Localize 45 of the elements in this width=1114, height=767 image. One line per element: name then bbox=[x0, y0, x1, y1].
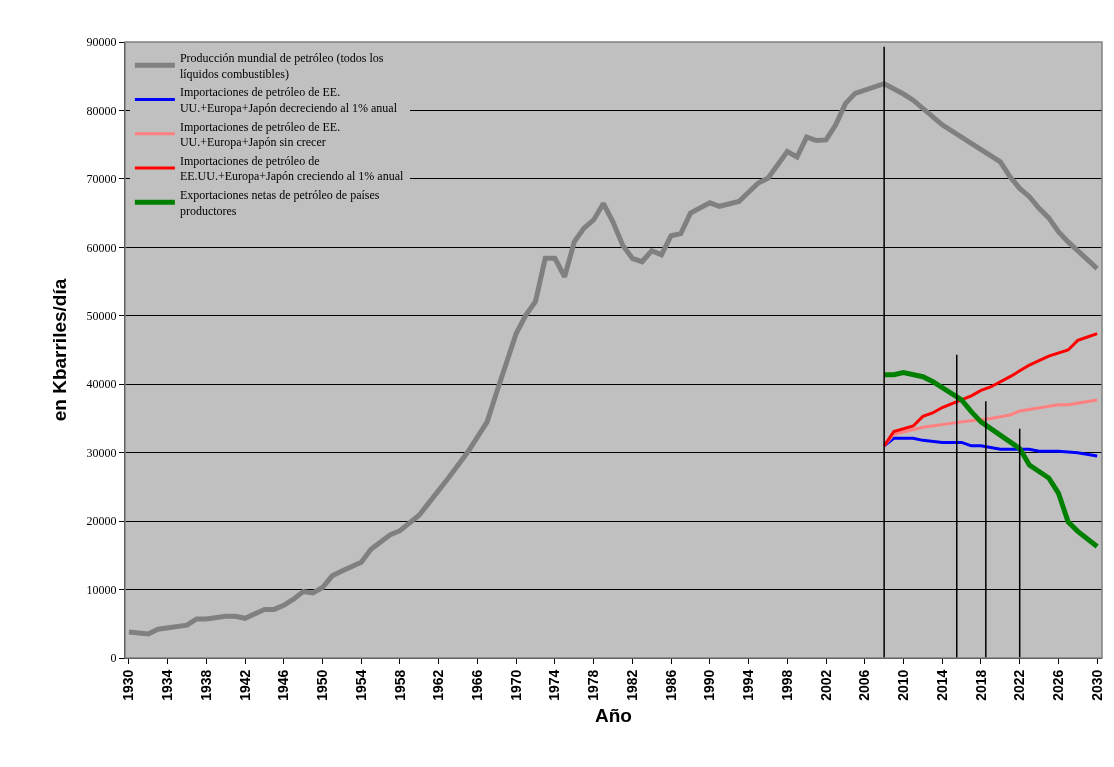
x-tick-label: 1970 bbox=[507, 669, 524, 701]
y-axis-title: en Kbarriles/día bbox=[49, 278, 71, 422]
legend-label: Importaciones de petróleo de EE.UU.+Europa+Japón creciendo al 1% anual bbox=[179, 153, 404, 184]
legend-label: Producción mundial de petróleo (todos los líquidos combustibles) bbox=[179, 51, 384, 81]
y-tick-label: 40000 bbox=[86, 377, 117, 392]
y-tick-label: 20000 bbox=[86, 514, 117, 529]
x-tick-label: 2030 bbox=[1088, 669, 1105, 701]
x-tick-label: 1958 bbox=[391, 669, 408, 701]
x-tick-label: 2014 bbox=[933, 669, 950, 701]
x-tick-label: 1978 bbox=[585, 669, 602, 701]
x-tick-label: 2026 bbox=[1049, 669, 1066, 701]
y-tick-label: 50000 bbox=[86, 308, 117, 323]
x-tick-label: 1950 bbox=[314, 669, 331, 701]
x-axis-title: Año bbox=[595, 704, 632, 726]
x-tick-label: 1990 bbox=[701, 669, 718, 701]
y-tick-label: 30000 bbox=[86, 445, 117, 460]
x-tick-label: 1986 bbox=[662, 669, 679, 701]
x-tick-label: 1962 bbox=[430, 669, 447, 701]
x-tick-label: 1930 bbox=[120, 669, 137, 701]
x-tick-label: 1974 bbox=[546, 669, 563, 701]
x-tick-label: 1954 bbox=[352, 669, 369, 701]
x-tick-label: 2010 bbox=[895, 669, 912, 701]
x-tick-label: 1938 bbox=[197, 669, 214, 701]
line-series bbox=[882, 332, 1099, 448]
x-tick-label: 2006 bbox=[856, 669, 873, 701]
x-tick-label: 1998 bbox=[778, 669, 795, 701]
x-tick-label: 1934 bbox=[159, 669, 176, 701]
x-tick-label: 2002 bbox=[817, 669, 834, 701]
x-tick-label: 1946 bbox=[275, 669, 292, 701]
line-series bbox=[882, 436, 1099, 458]
x-tick-label: 1942 bbox=[236, 669, 253, 701]
y-tick-label: 0 bbox=[110, 651, 117, 666]
x-tick-label: 1982 bbox=[623, 669, 640, 701]
x-tick-label: 1966 bbox=[469, 669, 486, 701]
legend-label: Importaciones de petróleo de EE. UU.+Europa+Japón decreciendo al 1% anual bbox=[179, 85, 398, 116]
y-tick-label: 70000 bbox=[86, 172, 117, 187]
y-tick-label: 90000 bbox=[86, 35, 117, 50]
y-tick-label: 60000 bbox=[86, 240, 117, 255]
x-tick-label: 2018 bbox=[972, 669, 989, 701]
x-tick-label: 1994 bbox=[740, 669, 757, 701]
legend-label: Exportaciones netas de petróleo de países productores bbox=[179, 188, 380, 218]
y-tick-label: 80000 bbox=[86, 103, 117, 118]
x-tick-label: 2022 bbox=[1011, 669, 1028, 701]
legend-label: Importaciones de petróleo de EE. UU.+Europa+Japón sin crecer bbox=[179, 119, 341, 150]
y-tick-label: 10000 bbox=[86, 582, 117, 597]
